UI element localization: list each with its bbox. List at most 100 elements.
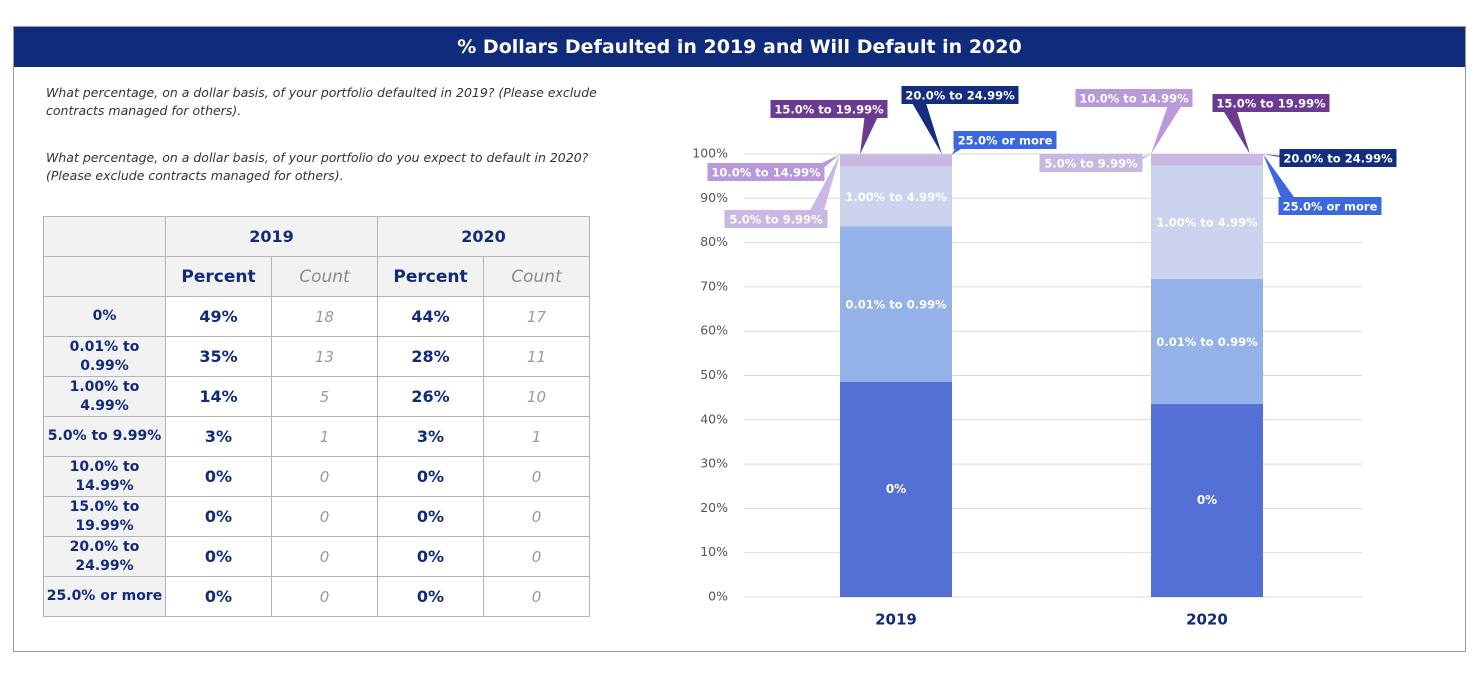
bar-segment bbox=[1151, 403, 1263, 597]
y-tick-label: 70% bbox=[700, 278, 728, 293]
data-label-bg bbox=[1152, 213, 1262, 232]
callout-label: 15.0% to 19.99% bbox=[1216, 97, 1326, 111]
count-2019-cell: 0 bbox=[271, 536, 378, 577]
page-title: % Dollars Defaulted in 2019 and Will Def… bbox=[14, 27, 1465, 67]
row-label: 10.0% to 14.99% bbox=[43, 456, 166, 497]
callout-label-bg bbox=[1278, 197, 1382, 215]
year-header-2019: 2019 bbox=[165, 216, 378, 257]
data-label: 0.01% to 0.99% bbox=[845, 297, 947, 311]
column-header-percent-2019: Percent bbox=[165, 256, 272, 297]
y-tick-label: 40% bbox=[700, 411, 728, 426]
column-header-count-2020: Count bbox=[483, 256, 590, 297]
y-tick-label: 100% bbox=[692, 146, 728, 161]
data-label: 0.01% to 0.99% bbox=[1156, 335, 1258, 349]
row-label: 15.0% to 19.99% bbox=[43, 496, 166, 537]
y-tick-label: 10% bbox=[700, 544, 728, 559]
percent-2019-cell: 0% bbox=[165, 456, 272, 497]
percent-2019-cell: 35% bbox=[165, 336, 272, 377]
percent-2020-cell: 0% bbox=[377, 456, 484, 497]
y-tick-label: 50% bbox=[700, 367, 728, 382]
data-label: 1.00% to 4.99% bbox=[1156, 216, 1258, 230]
percent-2019-cell: 0% bbox=[165, 536, 272, 577]
table-corner-2 bbox=[43, 256, 166, 297]
callout-label-bg bbox=[1039, 154, 1143, 172]
table-year-header-row: 2019 2020 bbox=[43, 216, 590, 257]
bar-segment bbox=[840, 381, 952, 597]
count-2020-cell: 0 bbox=[483, 576, 590, 617]
percent-2020-cell: 0% bbox=[377, 576, 484, 617]
callout-pointer bbox=[1151, 98, 1187, 154]
question-2019: What percentage, on a dollar basis, of y… bbox=[46, 85, 597, 118]
data-label-bg bbox=[841, 294, 951, 313]
count-2019-cell: 1 bbox=[271, 416, 378, 457]
count-2019-cell: 0 bbox=[271, 456, 378, 497]
callout-label: 5.0% to 9.99% bbox=[1044, 157, 1138, 171]
callout-pointer bbox=[1263, 154, 1301, 206]
x-tick-label: 2019 bbox=[875, 611, 917, 629]
count-2019-cell: 0 bbox=[271, 496, 378, 537]
bar-segment bbox=[1151, 154, 1263, 166]
callout-label-bg bbox=[1212, 94, 1330, 112]
callout-label-bg bbox=[901, 86, 1019, 104]
percent-2020-cell: 0% bbox=[377, 496, 484, 537]
callout-pointer bbox=[805, 154, 840, 219]
year-header-2020: 2020 bbox=[377, 216, 590, 257]
data-table: 2019 2020 Percent Count Percent Count 0%… bbox=[43, 216, 590, 617]
y-tick-label: 80% bbox=[700, 234, 728, 249]
x-tick-label: 2020 bbox=[1186, 611, 1228, 629]
percent-2019-cell: 49% bbox=[165, 296, 272, 337]
data-label: 1.00% to 4.99% bbox=[845, 190, 947, 204]
callout-label: 10.0% to 14.99% bbox=[711, 166, 821, 180]
callout-label: 10.0% to 14.99% bbox=[1079, 92, 1189, 106]
row-label: 0% bbox=[43, 296, 166, 337]
count-2019-cell: 0 bbox=[271, 576, 378, 617]
count-2020-cell: 10 bbox=[483, 376, 590, 417]
callout-label-bg bbox=[724, 210, 828, 228]
column-header-percent-2020: Percent bbox=[377, 256, 484, 297]
callout-label-bg bbox=[953, 131, 1057, 149]
count-2019-cell: 5 bbox=[271, 376, 378, 417]
row-label: 0.01% to 0.99% bbox=[43, 336, 166, 377]
callout-label: 20.0% to 24.99% bbox=[1283, 152, 1393, 166]
table-row: 25.0% or more 0% 0 0% 0 bbox=[43, 576, 590, 617]
count-2019-cell: 18 bbox=[271, 296, 378, 337]
bar-segment bbox=[840, 154, 952, 167]
callout-label: 15.0% to 19.99% bbox=[774, 103, 884, 117]
data-label-bg bbox=[841, 187, 951, 206]
callout-label-bg bbox=[1279, 149, 1397, 167]
data-label: 0% bbox=[886, 482, 906, 496]
data-label: 0% bbox=[1197, 493, 1217, 507]
row-label: 20.0% to 24.99% bbox=[43, 536, 166, 577]
table-row: 10.0% to 14.99% 0% 0 0% 0 bbox=[43, 456, 590, 497]
row-label: 25.0% or more bbox=[43, 576, 166, 617]
data-label-bg bbox=[1152, 332, 1262, 351]
count-2020-cell: 11 bbox=[483, 336, 590, 377]
count-2020-cell: 17 bbox=[483, 296, 590, 337]
table-row: 5.0% to 9.99% 3% 1 3% 1 bbox=[43, 416, 590, 457]
y-tick-label: 90% bbox=[700, 190, 728, 205]
count-2020-cell: 1 bbox=[483, 416, 590, 457]
percent-2019-cell: 14% bbox=[165, 376, 272, 417]
panel-frame bbox=[13, 26, 1466, 652]
callout-label: 25.0% or more bbox=[1283, 200, 1378, 214]
column-header-count-2019: Count bbox=[271, 256, 378, 297]
callout-label: 20.0% to 24.99% bbox=[905, 89, 1015, 103]
row-label: 1.00% to 4.99% bbox=[43, 376, 166, 417]
callout-pointer bbox=[1218, 103, 1250, 154]
y-tick-label: 30% bbox=[700, 456, 728, 471]
callout-label: 25.0% or more bbox=[958, 134, 1053, 148]
row-label: 5.0% to 9.99% bbox=[43, 416, 166, 457]
table-row: 1.00% to 4.99% 14% 5 26% 10 bbox=[43, 376, 590, 417]
callout-label-bg bbox=[1075, 89, 1193, 107]
y-tick-label: 0% bbox=[708, 589, 728, 604]
table-column-header-row: Percent Count Percent Count bbox=[43, 256, 590, 297]
y-tick-label: 60% bbox=[700, 323, 728, 338]
callout-pointer bbox=[907, 95, 942, 155]
percent-2020-cell: 3% bbox=[377, 416, 484, 457]
table-body: 0% 49% 18 44% 17 0.01% to 0.99% 35% 13 28% 11 1.00… bbox=[43, 296, 590, 617]
question-2020: What percentage, on a dollar basis, of y… bbox=[46, 150, 589, 183]
callout-label-bg bbox=[707, 163, 825, 181]
callout-label: 5.0% to 9.99% bbox=[729, 213, 823, 227]
percent-2020-cell: 0% bbox=[377, 536, 484, 577]
